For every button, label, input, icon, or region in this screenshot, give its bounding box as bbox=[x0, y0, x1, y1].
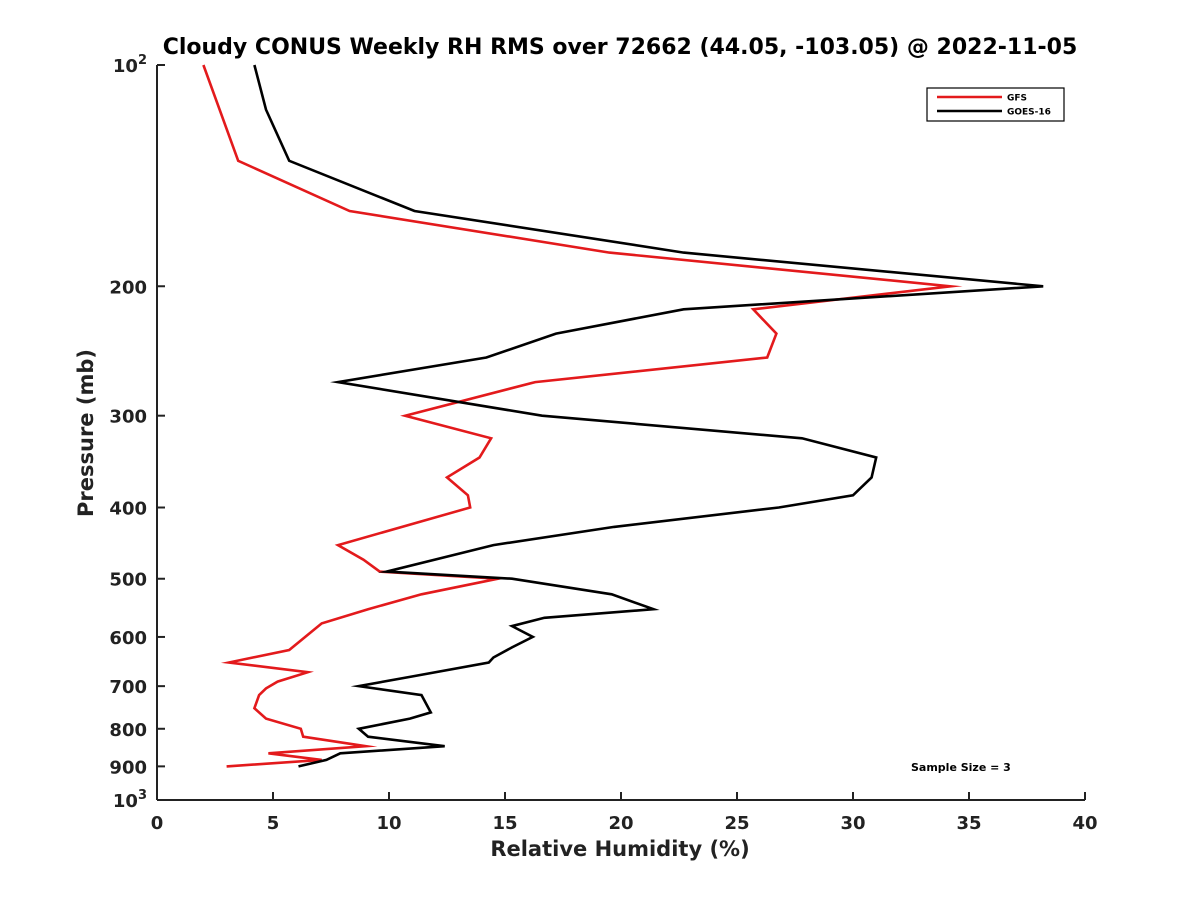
chart-title: Cloudy CONUS Weekly RH RMS over 72662 (4… bbox=[163, 35, 1078, 60]
y-tick-label: 800 bbox=[109, 720, 147, 741]
x-tick-label: 10 bbox=[376, 813, 401, 834]
y-tick-label: 300 bbox=[109, 407, 147, 428]
legend-box bbox=[926, 87, 1065, 122]
y-tick-label: 103 bbox=[113, 788, 147, 812]
y-tick-label: 102 bbox=[113, 53, 147, 77]
legend-label: GOES-16 bbox=[1007, 108, 1051, 118]
legend-label: GFS bbox=[1007, 94, 1027, 104]
y-axis-label: Pressure (mb) bbox=[74, 349, 98, 517]
y-tick-label: 400 bbox=[109, 499, 147, 520]
y-tick-label: 200 bbox=[109, 277, 147, 298]
x-axis-label: Relative Humidity (%) bbox=[490, 837, 749, 861]
y-tick-label: 700 bbox=[109, 677, 147, 698]
x-tick-label: 40 bbox=[1072, 813, 1097, 834]
x-tick-label: 25 bbox=[724, 813, 749, 834]
x-tick-label: 5 bbox=[267, 813, 280, 834]
y-tick-label: 900 bbox=[109, 757, 147, 778]
x-tick-label: 20 bbox=[608, 813, 633, 834]
x-tick-label: 15 bbox=[492, 813, 517, 834]
series-line-gfs bbox=[202, 64, 963, 768]
sample-size-annotation: Sample Size = 3 bbox=[911, 761, 1011, 774]
y-tick-label: 500 bbox=[109, 570, 147, 591]
series-line-goes-16 bbox=[253, 64, 1044, 768]
x-tick-label: 35 bbox=[956, 813, 981, 834]
x-tick-label: 0 bbox=[151, 813, 164, 834]
y-tick-label: 600 bbox=[109, 628, 147, 649]
x-tick-label: 30 bbox=[840, 813, 865, 834]
